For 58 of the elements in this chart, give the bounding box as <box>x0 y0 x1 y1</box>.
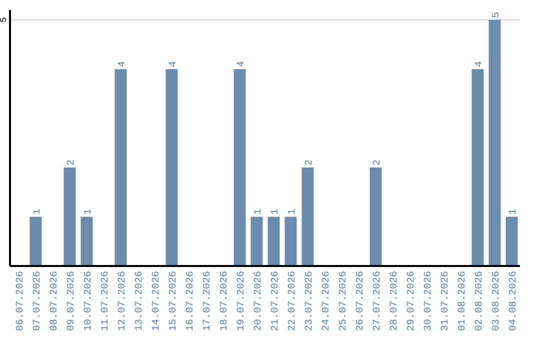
data-label: 5 <box>492 12 503 18</box>
data-label: 1 <box>508 208 520 215</box>
x-tick-label: 13.07.2026 <box>134 271 146 332</box>
x-tick-label: 29.07.2026 <box>406 271 418 332</box>
x-tick-label: 30.07.2026 <box>424 271 434 332</box>
x-tick-label: 10.07.2026 <box>84 271 94 332</box>
x-tick-label: 03.08.2026 <box>492 271 502 332</box>
x-tick-label: 24.07.2026 <box>322 271 332 332</box>
bar <box>370 168 382 266</box>
bar <box>234 69 246 266</box>
x-tick-label: 31.07.2026 <box>440 271 452 332</box>
data-label: 1 <box>288 208 299 215</box>
bar <box>488 20 501 266</box>
x-tick-label: 06.07.2026 <box>16 271 26 332</box>
data-label: 1 <box>254 208 265 215</box>
x-tick-label: 04.08.2026 <box>508 271 520 332</box>
x-tick-label: 23.07.2026 <box>304 271 316 332</box>
bar <box>64 168 76 266</box>
x-tick-label: 12.07.2026 <box>118 271 128 332</box>
x-tick-label: 28.07.2026 <box>390 271 400 332</box>
x-tick-label: 19.07.2026 <box>236 271 248 332</box>
data-label: 4 <box>474 61 486 68</box>
bar <box>284 216 297 266</box>
x-tick-label: 18.07.2026 <box>220 271 230 332</box>
data-label: 4 <box>168 61 180 68</box>
bar <box>166 69 178 266</box>
bar <box>268 216 280 266</box>
bar <box>472 69 484 266</box>
x-tick-label: 14.07.2026 <box>152 271 162 332</box>
bar <box>302 168 314 266</box>
x-tick-label: 26.07.2026 <box>356 271 366 332</box>
data-label: 4 <box>236 61 248 68</box>
x-tick-label: 15.07.2026 <box>168 271 180 332</box>
x-tick-label: 20.07.2026 <box>254 271 264 332</box>
x-tick-label: 11.07.2026 <box>100 271 112 332</box>
bar <box>250 216 263 266</box>
data-label: 1 <box>84 208 95 215</box>
x-tick-label: 02.08.2026 <box>474 271 486 332</box>
x-tick-label: 25.07.2026 <box>338 271 350 332</box>
x-tick-label: 08.07.2026 <box>50 271 60 332</box>
data-label: 2 <box>372 160 384 166</box>
bar <box>506 216 518 266</box>
data-label: 2 <box>66 160 78 166</box>
bar <box>30 216 42 266</box>
bar <box>114 69 127 266</box>
data-label: 4 <box>118 61 129 68</box>
data-label: 1 <box>32 208 44 215</box>
x-tick-label: 16.07.2026 <box>186 271 196 332</box>
x-tick-label: 07.07.2026 <box>32 271 44 332</box>
x-tick-label: 21.07.2026 <box>270 271 282 332</box>
data-label: 2 <box>304 160 316 166</box>
data-label: 1 <box>270 208 282 215</box>
x-tick-label: 17.07.2026 <box>202 271 214 332</box>
x-tick-label: 09.07.2026 <box>66 271 78 332</box>
x-tick-label: 01.08.2026 <box>458 271 468 332</box>
x-tick-label: 22.07.2026 <box>288 271 298 332</box>
x-tick-label: 27.07.2026 <box>372 271 384 332</box>
bar <box>80 216 93 266</box>
